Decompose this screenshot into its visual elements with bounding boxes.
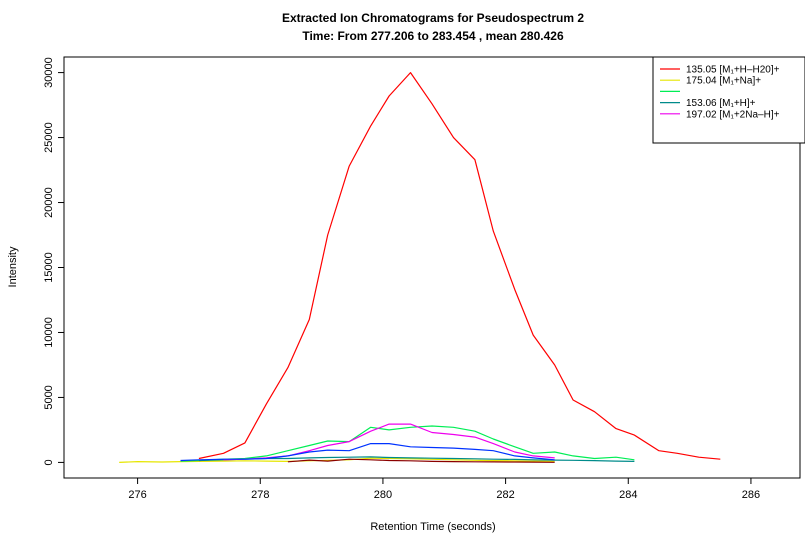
x-tick-label: 282 [496, 489, 514, 501]
x-tick-label: 286 [742, 489, 760, 501]
series-line-3 [180, 425, 635, 462]
series-line-1 [198, 71, 721, 460]
y-tick-label: 30000 [43, 57, 55, 88]
legend-label: 135.05 [M₁+H–H20]+ [686, 65, 780, 76]
series-line-4 [198, 456, 635, 462]
legend-label: 197.02 [M₁+2Na–H]+ [686, 109, 780, 120]
y-tick-label: 0 [43, 459, 55, 465]
legend-box [652, 56, 805, 144]
chart-subtitle: Time: From 277.206 to 283.454 , mean 280… [302, 29, 564, 43]
x-tick-label: 278 [251, 489, 269, 501]
x-axis: 276 278 280 282 284 286 [128, 478, 760, 501]
y-tick-label: 5000 [43, 385, 55, 409]
y-tick-label: 25000 [43, 122, 55, 153]
y-tick-label: 20000 [43, 187, 55, 218]
x-axis-label: Retention Time (seconds) [370, 521, 495, 533]
chart-title: Extracted Ion Chromatograms for Pseudosp… [282, 11, 584, 25]
series-layer [119, 71, 721, 463]
y-tick-label: 10000 [43, 317, 55, 348]
x-tick-label: 280 [374, 489, 392, 501]
y-axis-label: Intensity [7, 246, 19, 287]
y-tick-label: 15000 [43, 252, 55, 283]
legend-label: 153.06 [M₁+H]+ [686, 98, 756, 109]
x-tick-label: 276 [128, 489, 146, 501]
legend: 135.05 [M₁+H–H20]+175.04 [M₁+Na]+ 153.06 … [652, 56, 805, 144]
series-line-7 [287, 458, 555, 463]
series-line-6 [180, 443, 555, 462]
y-axis: 0 5000 10000 15000 20000 25000 30000 [43, 57, 64, 465]
x-tick-label: 284 [619, 489, 637, 501]
legend-label: 175.04 [M₁+Na]+ [686, 76, 761, 87]
